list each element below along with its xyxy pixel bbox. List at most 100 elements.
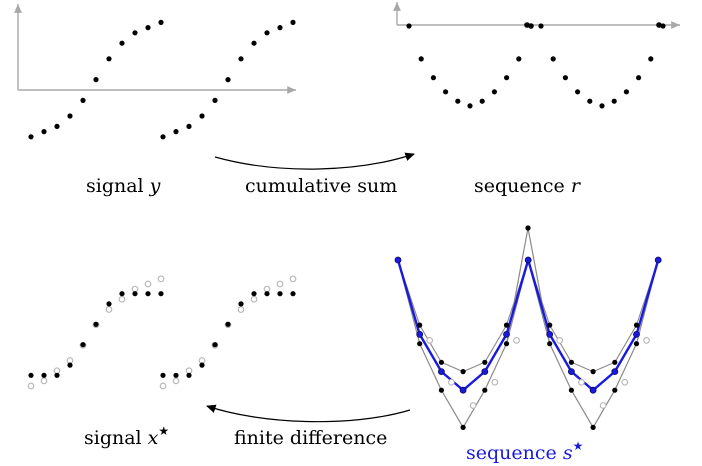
signal-x-filled-point	[145, 291, 151, 297]
signal-y-point	[67, 113, 73, 119]
sequence-s-hollow-point	[491, 378, 499, 386]
signal-x-label: signal x★	[84, 424, 169, 449]
signal-x-filled-point	[173, 372, 179, 378]
signal-x-hollow-point	[276, 280, 284, 288]
sequence-s-plot	[394, 225, 662, 430]
signal-y-point	[277, 25, 283, 31]
sequence-s-blue-point	[611, 368, 619, 376]
signal-x-filled-point	[290, 291, 296, 297]
sequence-s-inner-point	[547, 322, 553, 328]
signal-x-hollow-point	[27, 382, 35, 390]
sequence-r-point	[587, 98, 593, 104]
signal-x-hollow-point	[66, 357, 74, 364]
sequence-r-point	[443, 89, 449, 95]
signal-x-filled-point	[41, 372, 47, 378]
signal-x-filled-point	[264, 291, 270, 297]
sequence-s-inner-point	[612, 359, 618, 365]
signal-y-point	[54, 123, 60, 129]
sequence-s-hollow-point	[578, 378, 585, 386]
signal-x-filled-point	[186, 372, 192, 378]
signal-x-hollow-point	[105, 306, 113, 313]
sequence-s-blue-point	[654, 256, 662, 264]
sequence-s-inner-point	[590, 369, 596, 375]
sequence-s-hollow-point	[621, 378, 629, 386]
signal-x-filled-point	[67, 362, 73, 368]
sequence-r-point	[550, 56, 556, 62]
signal-x-filled-point	[277, 291, 283, 297]
sequence-r-point	[406, 23, 412, 29]
signal-x-filled-point	[212, 342, 218, 348]
signal-x-filled-point	[106, 301, 112, 307]
sequence-s-hollow-point	[448, 378, 455, 386]
sequence-s-inner-point	[417, 322, 423, 328]
sequence-s-blue-point	[568, 368, 575, 376]
sequence-r-axes	[393, 2, 680, 29]
sequence-s-outer-point	[633, 341, 640, 347]
sequence-r-point	[623, 89, 630, 95]
sequence-s-hollow-point	[469, 402, 477, 409]
sequence-r-point	[538, 23, 544, 29]
sequence-r-point	[611, 98, 617, 104]
signal-x-filled-point	[132, 291, 138, 297]
signal-y-point	[106, 56, 112, 62]
sequence-r-axis-point	[656, 22, 662, 28]
signal-y-point	[145, 25, 151, 31]
sequence-s-inner-line	[527, 259, 659, 373]
signal-y-point	[158, 19, 164, 25]
sequence-s-inner-point	[503, 322, 510, 328]
sequence-s-blue-point	[589, 386, 597, 394]
sequence-s-outer-point	[482, 387, 488, 393]
sequence-r-points	[406, 22, 666, 109]
signal-y-label: signal y	[86, 175, 161, 197]
signal-y-point	[290, 19, 296, 25]
finite-difference-arrow	[206, 404, 411, 423]
signal-x-filled-point	[158, 291, 164, 297]
signal-y-point	[251, 40, 257, 46]
signal-x-hollow-point	[172, 377, 180, 385]
sequence-s-outer-point	[503, 341, 510, 347]
sequence-s-outer-point	[438, 387, 444, 393]
signal-y-point	[80, 97, 86, 103]
signal-x-filled-point	[225, 321, 231, 327]
signal-y-point	[132, 30, 138, 36]
cumulative-sum-label: cumulative sum	[245, 175, 397, 197]
sequence-s-inner-point	[460, 369, 466, 375]
sequence-s-blue-point	[481, 368, 489, 376]
signal-x-filled-point	[93, 321, 99, 327]
signal-x-hollow-point	[157, 275, 165, 283]
signal-x-hollow-point	[144, 280, 152, 288]
signal-y-point	[186, 123, 192, 129]
signal-y-point	[28, 134, 34, 140]
signal-y-point	[199, 113, 205, 119]
signal-y-axes	[14, 4, 296, 94]
sequence-r-point	[504, 75, 510, 81]
signal-y-point	[93, 77, 99, 83]
signal-x-hollow-point	[53, 367, 61, 375]
sequence-s-spike-line	[505, 227, 551, 344]
signal-x-hollow-point	[250, 295, 258, 303]
sequence-s-outer-point	[525, 225, 531, 231]
sequence-s-hollow-point	[426, 337, 434, 344]
sequence-s-outer-point	[568, 387, 575, 393]
sequence-s-inner-point	[568, 359, 575, 365]
signal-x-filled-point	[199, 362, 205, 368]
sequence-r-point	[599, 103, 605, 109]
sequence-s-label: sequence s★	[466, 439, 583, 464]
signal-x-hollow-point	[40, 377, 48, 385]
sequence-r-point	[648, 56, 654, 62]
sequence-s-inner-point	[633, 322, 640, 328]
signal-y-point	[212, 97, 218, 103]
signal-y-point	[160, 134, 166, 140]
sequence-s-blue-point	[416, 330, 424, 338]
signal-y-points	[28, 19, 296, 140]
signal-y-point	[225, 77, 231, 83]
sequence-s-outer-point	[417, 341, 423, 347]
sequence-r-point	[467, 103, 473, 109]
sequence-s-blue-line	[396, 258, 660, 392]
signal-x-hollow-point	[289, 275, 297, 283]
sequence-s-inner-point	[482, 359, 488, 365]
sequence-r-point	[479, 98, 485, 104]
finite-difference-label: finite difference	[234, 427, 387, 449]
signal-x-filled-point	[238, 301, 244, 307]
signal-x-filled-point	[160, 372, 166, 378]
